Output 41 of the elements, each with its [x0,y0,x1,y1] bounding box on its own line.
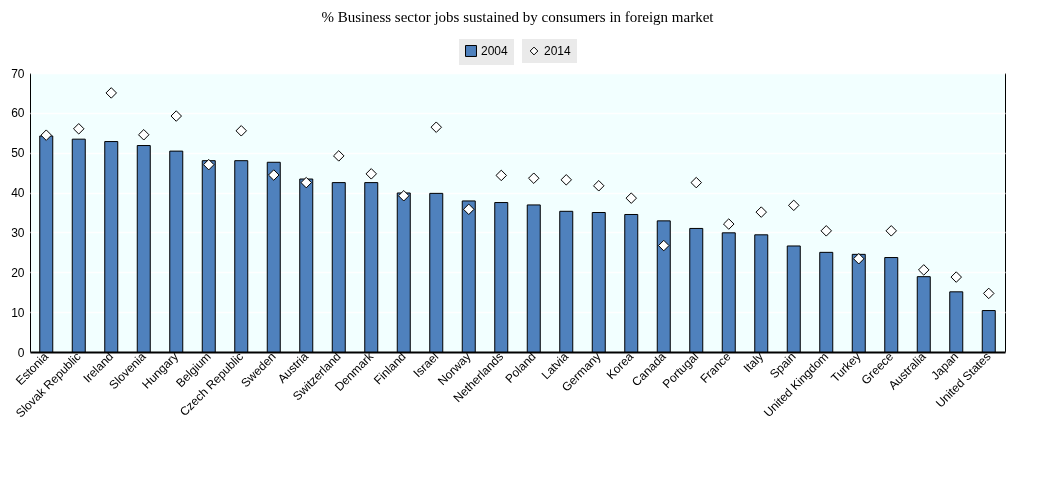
chart-title: % Business sector jobs sustained by consumers in foreign market [321,9,715,25]
point [950,271,962,283]
point [983,287,995,300]
y-tick-label: 50 [11,146,25,161]
point [853,252,865,265]
y-tick-label: 30 [11,225,25,240]
point [300,176,312,189]
point [73,123,85,135]
point [755,206,767,218]
point [658,239,670,252]
point [560,174,572,186]
point [170,110,182,122]
point [495,169,507,182]
y-tick-label: 10 [11,305,25,320]
y-tick-label: 70 [11,66,25,81]
legend-label: 2014 [544,44,572,58]
point [430,121,442,133]
y-tick-label: 20 [11,265,25,280]
point [528,172,540,184]
point [398,190,410,202]
point [365,168,377,180]
point [138,129,150,141]
legend-label: 2004 [481,44,509,58]
point [268,169,280,181]
point [625,192,637,204]
point [105,87,117,99]
point [918,264,930,276]
point [235,125,247,137]
point [690,176,702,189]
y-tick-label: 40 [11,186,25,201]
x-tick-label: Italy [740,349,767,376]
y-tick-label: 60 [11,106,25,121]
point [593,180,605,192]
point [203,158,215,171]
point [820,225,832,237]
point [40,129,52,141]
point [788,199,800,212]
point [885,225,897,237]
point [463,203,475,216]
point [333,150,345,162]
point [723,218,735,230]
